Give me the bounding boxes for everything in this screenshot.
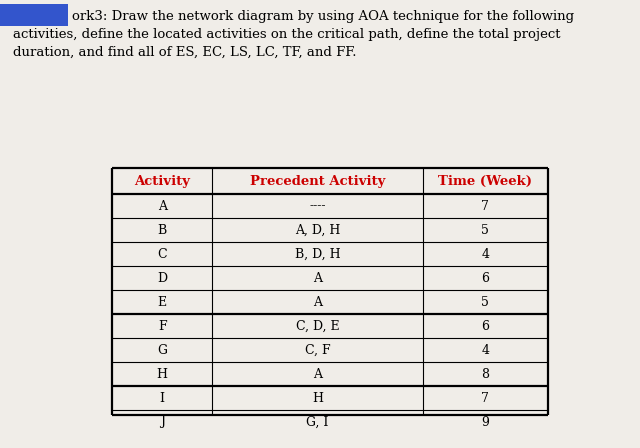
Text: 8: 8 — [481, 367, 490, 380]
Text: C, F: C, F — [305, 344, 330, 357]
Text: B, D, H: B, D, H — [294, 247, 340, 260]
Text: G, I: G, I — [307, 415, 329, 428]
Text: A: A — [313, 271, 322, 284]
Text: A: A — [313, 296, 322, 309]
Text: 6: 6 — [481, 271, 490, 284]
Text: H: H — [157, 367, 168, 380]
Text: B: B — [157, 224, 167, 237]
Text: 5: 5 — [481, 224, 490, 237]
Text: C: C — [157, 247, 167, 260]
Text: 5: 5 — [481, 296, 490, 309]
Text: 7: 7 — [481, 199, 490, 212]
Text: 6: 6 — [481, 319, 490, 332]
Text: E: E — [157, 296, 166, 309]
Text: A: A — [157, 199, 166, 212]
Text: 4: 4 — [481, 247, 490, 260]
Text: A, D, H: A, D, H — [295, 224, 340, 237]
Text: F: F — [158, 319, 166, 332]
Text: G: G — [157, 344, 167, 357]
Text: 9: 9 — [481, 415, 490, 428]
Text: J: J — [159, 415, 164, 428]
Text: Activity: Activity — [134, 175, 190, 188]
Text: D: D — [157, 271, 167, 284]
Text: duration, and find all of ES, EC, LS, LC, TF, and FF.: duration, and find all of ES, EC, LS, LC… — [13, 46, 356, 59]
Text: Time (Week): Time (Week) — [438, 175, 532, 188]
Text: ork3: Draw the network diagram by using AOA technique for the following: ork3: Draw the network diagram by using … — [72, 10, 574, 23]
Text: ----: ---- — [309, 199, 326, 212]
Text: C, D, E: C, D, E — [296, 319, 339, 332]
Text: I: I — [159, 392, 164, 405]
Text: 7: 7 — [481, 392, 490, 405]
Text: H: H — [312, 392, 323, 405]
Text: activities, define the located activities on the critical path, define the total: activities, define the located activitie… — [13, 28, 561, 41]
Text: 4: 4 — [481, 344, 490, 357]
Text: Precedent Activity: Precedent Activity — [250, 175, 385, 188]
Text: A: A — [313, 367, 322, 380]
